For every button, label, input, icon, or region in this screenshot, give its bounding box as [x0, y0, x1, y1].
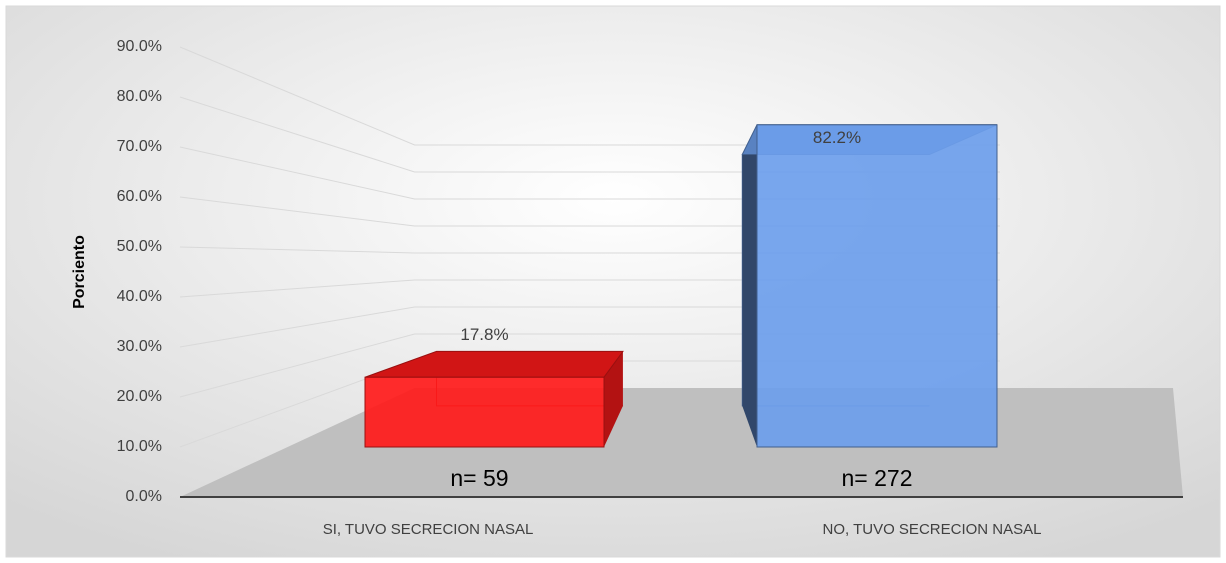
- y-tick-label: 70.0%: [117, 138, 162, 155]
- y-tick-label: 10.0%: [117, 438, 162, 455]
- annotation: n= 272: [842, 465, 913, 491]
- data-label: 17.8%: [460, 325, 508, 344]
- y-tick-label: 60.0%: [117, 188, 162, 205]
- bar: [756, 124, 998, 448]
- y-tick-label: 80.0%: [117, 88, 162, 105]
- annotation: n= 59: [450, 465, 508, 491]
- y-tick-label: 30.0%: [117, 338, 162, 355]
- bar: [364, 376, 605, 448]
- data-label: 82.2%: [813, 128, 861, 147]
- y-tick-label: 50.0%: [117, 238, 162, 255]
- y-axis-title: Porciento: [71, 235, 88, 309]
- x-tick-label: SI, TUVO SECRECION NASAL: [323, 521, 534, 538]
- bar-side: [742, 124, 757, 447]
- y-tick-label: 0.0%: [126, 488, 162, 505]
- bar-side: [604, 351, 623, 447]
- x-tick-label: NO, TUVO SECRECION NASAL: [823, 521, 1042, 538]
- y-tick-label: 90.0%: [117, 38, 162, 55]
- y-tick-label: 20.0%: [117, 388, 162, 405]
- y-tick-label: 40.0%: [117, 288, 162, 305]
